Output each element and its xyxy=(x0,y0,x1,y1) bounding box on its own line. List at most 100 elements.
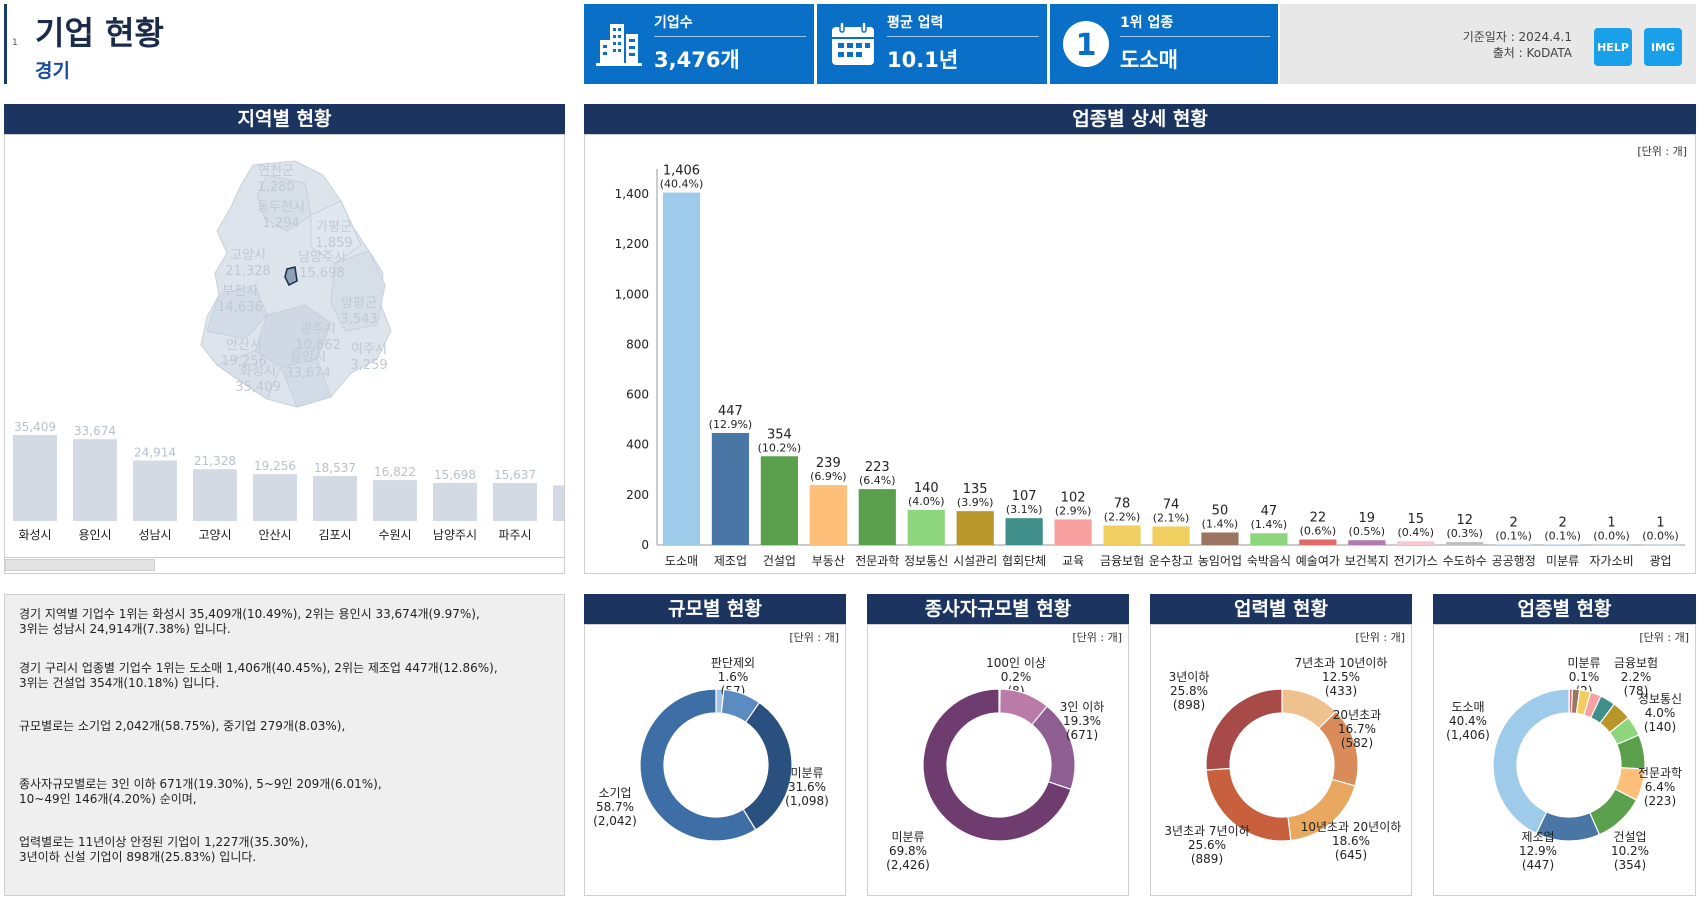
summary-box: 경기 지역별 기업수 1위는 화성시 35,409개(10.49%), 2위는 … xyxy=(4,594,565,896)
map-region-value: 10,862 xyxy=(295,338,341,353)
bar-pct-label: (0.3%) xyxy=(1446,527,1483,540)
industry-bar[interactable] xyxy=(1054,519,1092,545)
industry-bar[interactable] xyxy=(1495,544,1533,545)
rank-badge: 1 xyxy=(1076,28,1097,63)
region-bar[interactable] xyxy=(73,439,117,521)
donut-segment[interactable] xyxy=(1492,688,1570,835)
reference-date: 기준일자 : 2024.4.1 xyxy=(1462,30,1572,44)
donut-label-pct: 12.9% xyxy=(1519,844,1557,858)
industry-bar[interactable] xyxy=(858,489,896,545)
donut-segment[interactable] xyxy=(639,688,757,842)
region-bar-value: 21,328 xyxy=(194,454,236,468)
category-label: 부동산 xyxy=(812,554,845,568)
category-label: 운수창고 xyxy=(1149,554,1193,568)
region-bar[interactable] xyxy=(193,469,237,521)
donut-label-name: 미분류 xyxy=(790,766,823,780)
region-bar-label: 안산시 xyxy=(258,528,291,542)
region-bar-label: 고양시 xyxy=(198,528,231,542)
industry-bar-chart: 0 200 400 600 800 1,000 1,200 1,400 1,406(40.4%)… xyxy=(615,164,1685,568)
region-bar[interactable] xyxy=(553,485,564,521)
industry-bar[interactable] xyxy=(1348,540,1386,545)
donut-label-name: 도소매 xyxy=(1451,700,1484,714)
horizontal-scrollbar[interactable] xyxy=(5,557,564,571)
industry-bar[interactable] xyxy=(1005,518,1043,545)
category-label: 수도하수 xyxy=(1443,554,1487,568)
industry-bar[interactable] xyxy=(956,511,994,545)
map-region-value: 1,859 xyxy=(315,236,352,251)
industry-bar[interactable] xyxy=(1299,539,1337,545)
region-bar[interactable] xyxy=(13,435,57,521)
industry-bar[interactable] xyxy=(907,509,945,545)
kpi-label: 평균 업력 xyxy=(887,15,944,31)
industry-bar[interactable] xyxy=(662,192,701,545)
industry-bar[interactable] xyxy=(809,485,847,545)
donut-label-name: 정보통신 xyxy=(1638,692,1682,706)
donut-label-count: (1,098) xyxy=(785,794,829,808)
industry-bar[interactable] xyxy=(1201,532,1239,545)
donut-label-name: 미분류 xyxy=(1567,656,1600,670)
unit-label: [단위 : 개] xyxy=(1637,145,1687,158)
unit-label: [단위 : 개] xyxy=(789,631,839,644)
y-tick-label: 1,000 xyxy=(615,287,649,301)
donut-segment[interactable] xyxy=(922,688,1072,842)
donut-label-count: (671) xyxy=(1066,728,1098,742)
unit-label: [단위 : 개] xyxy=(1639,631,1689,644)
region-panel-title: 지역별 현황 xyxy=(4,104,565,134)
industry-bar[interactable] xyxy=(1592,544,1631,546)
donut-label-name: 제조업 xyxy=(1521,830,1554,844)
age-panel-title: 업력별 현황 xyxy=(1150,594,1412,624)
industry-bar[interactable] xyxy=(1103,525,1141,545)
category-label: 광업 xyxy=(1649,554,1671,568)
industry-bar[interactable] xyxy=(1641,544,1680,546)
category-label: 협회단체 xyxy=(1002,554,1046,568)
size-donut-chart: 판단제외1.6%(57)미분류31.6%(1,098)소기업58.7%(2,04… xyxy=(593,656,829,842)
region-bar[interactable] xyxy=(133,460,177,521)
map-region-value: 35,409 xyxy=(235,380,281,395)
map-region-value: 15,698 xyxy=(299,266,345,281)
industry-panel-title: 업종별 상세 현황 xyxy=(584,104,1696,134)
summary-size: 규모별로는 소기업 2,042개(58.75%), 중기업 279개(8.03%… xyxy=(19,719,346,733)
industry-panel: [단위 : 개] 0 200 400 600 800 1,000 1,200 1,400 1,4… xyxy=(584,134,1696,574)
map-region-value: 14,636 xyxy=(217,300,263,315)
bar-pct-label: (1.4%) xyxy=(1251,518,1288,531)
help-button[interactable]: HELP xyxy=(1594,28,1632,66)
y-tick-label: 400 xyxy=(626,438,649,452)
region-bar[interactable] xyxy=(433,482,477,521)
industry-bar[interactable] xyxy=(711,432,750,545)
category-label: 예술여가 xyxy=(1296,554,1340,568)
donut-segment[interactable] xyxy=(1205,688,1283,771)
donut-label-count: (140) xyxy=(1644,720,1676,734)
size-panel: [단위 : 개] 판단제외1.6%(57)미분류31.6%(1,098)소기업5… xyxy=(584,624,846,896)
region-bar[interactable] xyxy=(493,483,537,521)
bar-value-label: 74 xyxy=(1163,497,1180,512)
bar-pct-label: (6.9%) xyxy=(810,470,847,483)
meta-box: 기준일자 : 2024.4.1 출처 : KoDATA HELP IMG xyxy=(1280,4,1696,84)
kpi-label: 기업수 xyxy=(654,15,693,31)
industry-bar[interactable] xyxy=(760,456,798,545)
region-bar[interactable] xyxy=(253,474,297,521)
industry-bar[interactable] xyxy=(1397,541,1435,545)
donut-label-name: 판단제외 xyxy=(711,656,755,670)
bar-pct-label: (0.6%) xyxy=(1300,524,1337,537)
donut-label-pct: 40.4% xyxy=(1449,714,1487,728)
region-bar[interactable] xyxy=(313,475,357,521)
bar-pct-label: (10.2%) xyxy=(758,441,802,454)
industry-bar[interactable] xyxy=(1250,533,1288,545)
y-tick-label: 0 xyxy=(641,538,649,552)
industry-bar[interactable] xyxy=(1544,544,1582,545)
kpi-value: 3,476개 xyxy=(654,48,740,72)
donut-label-pct: 12.5% xyxy=(1322,670,1360,684)
category-label: 공공행정 xyxy=(1492,553,1536,568)
donut-label-pct: 16.7% xyxy=(1338,722,1376,736)
map-region-name: 광주시 xyxy=(300,322,336,337)
img-button[interactable]: IMG xyxy=(1644,28,1682,66)
industry-bar[interactable] xyxy=(1152,526,1190,545)
scrollbar-thumb[interactable] xyxy=(5,559,155,571)
header-title-block: 1 기업 현황 경기 xyxy=(4,4,544,84)
gyeonggi-map-shape[interactable] xyxy=(200,160,392,408)
donut-segment[interactable] xyxy=(742,701,793,831)
industry-bar[interactable] xyxy=(1446,541,1484,545)
donut-label-pct: 31.6% xyxy=(788,780,826,794)
category-label: 건설업 xyxy=(763,554,796,568)
region-bar[interactable] xyxy=(373,480,417,521)
